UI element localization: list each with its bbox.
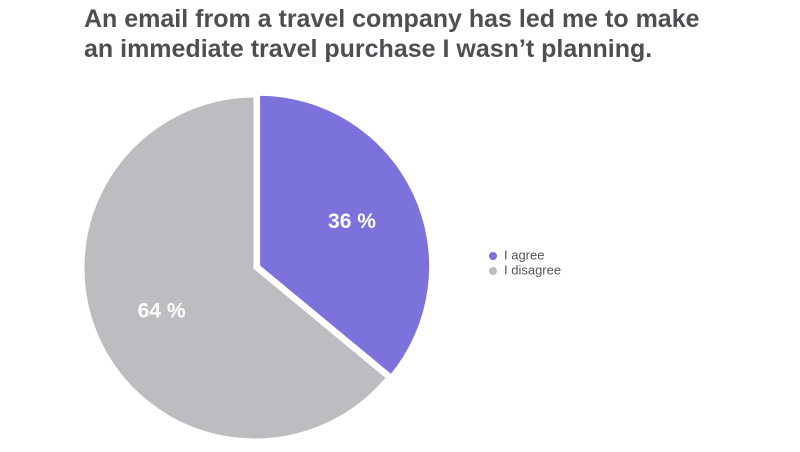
chart-title: An email from a travel company has led m… (84, 5, 700, 63)
legend-label: I agree (504, 247, 544, 262)
legend-marker (489, 267, 497, 275)
value-label: 64 % (138, 299, 186, 322)
pie-slice (257, 92, 433, 379)
legend-marker (489, 252, 497, 260)
value-label: 36 % (328, 210, 376, 233)
pie-slice (81, 94, 390, 442)
legend-label: I disagree (504, 262, 561, 277)
